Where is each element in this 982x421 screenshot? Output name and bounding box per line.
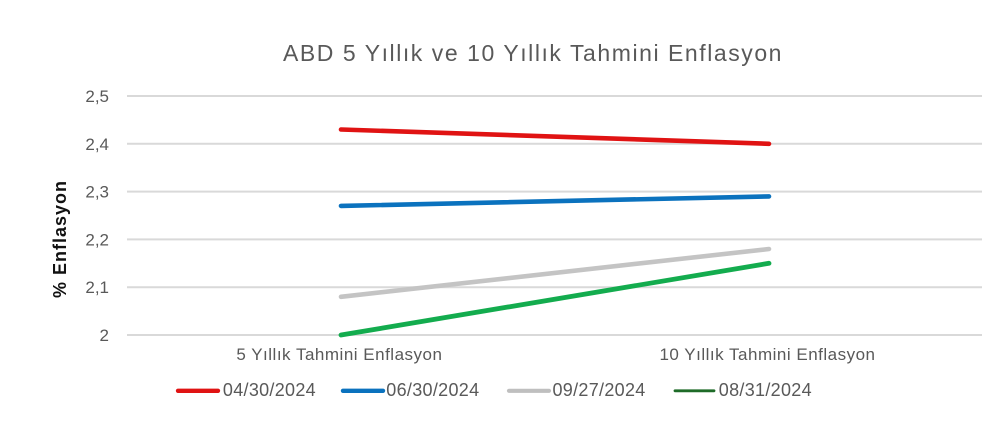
- svg-text:% Enflasyon: % Enflasyon: [50, 180, 70, 298]
- svg-text:ABD 5 Yıllık ve 10 Yıllık Tahm: ABD 5 Yıllık ve 10 Yıllık Tahmini Enflas…: [283, 40, 783, 66]
- svg-text:08/31/2024: 08/31/2024: [719, 380, 812, 400]
- svg-text:2: 2: [100, 326, 109, 345]
- svg-text:2,5: 2,5: [85, 87, 109, 106]
- svg-text:5 Yıllık Tahmini Enflasyon: 5 Yıllık Tahmini Enflasyon: [236, 345, 442, 364]
- svg-text:2,1: 2,1: [85, 278, 109, 297]
- svg-text:04/30/2024: 04/30/2024: [223, 380, 316, 400]
- svg-text:10 Yıllık Tahmini Enflasyon: 10 Yıllık Tahmini Enflasyon: [659, 345, 875, 364]
- svg-text:2,3: 2,3: [85, 183, 109, 202]
- svg-text:2,4: 2,4: [85, 135, 109, 154]
- svg-text:06/30/2024: 06/30/2024: [386, 380, 479, 400]
- svg-text:09/27/2024: 09/27/2024: [553, 380, 646, 400]
- svg-text:2,2: 2,2: [85, 230, 109, 249]
